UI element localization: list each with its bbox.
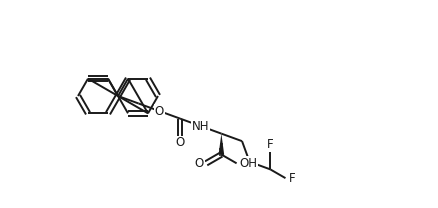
- Text: O: O: [195, 157, 204, 170]
- Text: O: O: [155, 105, 164, 118]
- Text: F: F: [267, 138, 274, 151]
- Polygon shape: [219, 134, 224, 155]
- Text: NH: NH: [192, 120, 209, 132]
- Text: OH: OH: [240, 157, 258, 170]
- Text: O: O: [175, 136, 185, 149]
- Text: F: F: [289, 172, 295, 185]
